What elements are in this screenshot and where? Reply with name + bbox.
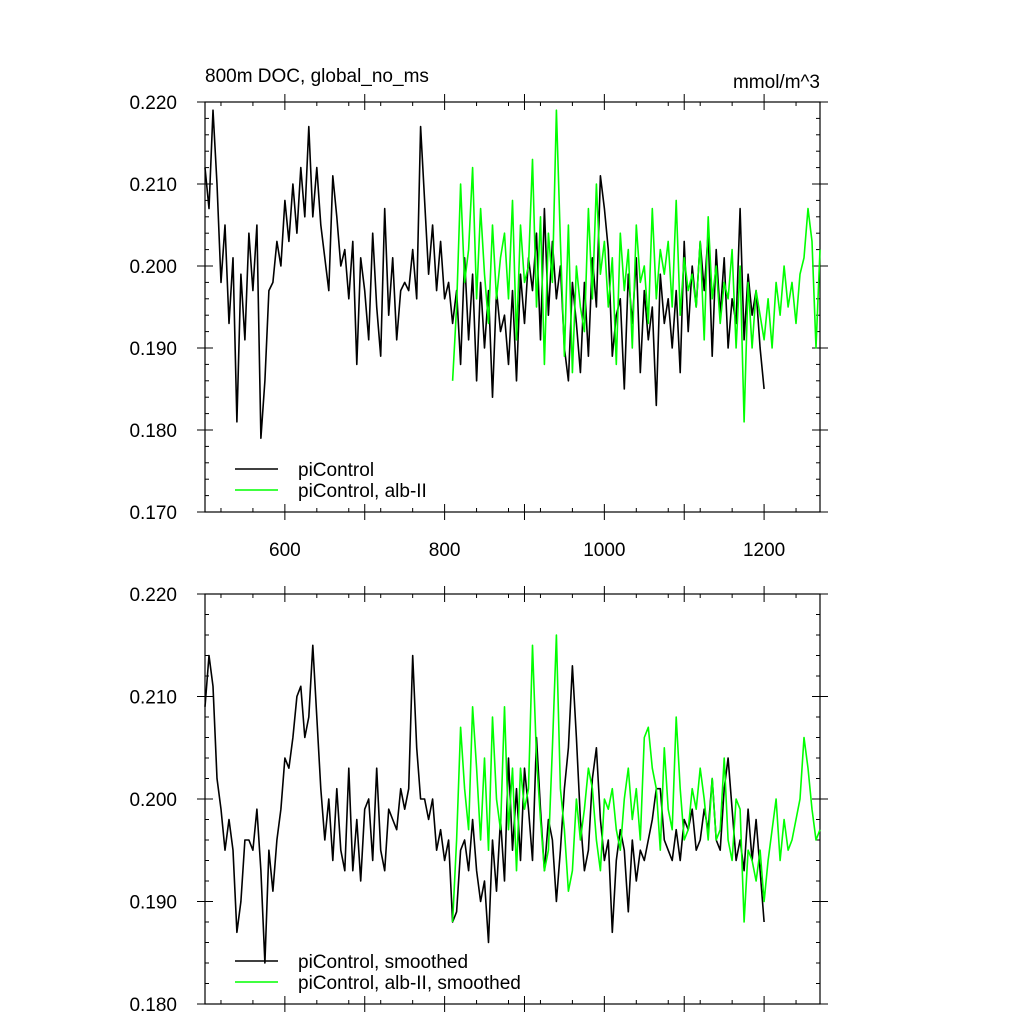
series-group-bottom bbox=[204, 634, 821, 964]
tick-marks-bottom bbox=[197, 586, 828, 1012]
x-tick-label: 800 bbox=[429, 540, 461, 561]
y-tick-label: 0.220 bbox=[129, 585, 177, 606]
series-line-picontrol-smoothed bbox=[204, 644, 765, 964]
legend-label-picontrol-alb-ii-smoothed: piControl, alb-II, smoothed bbox=[298, 973, 521, 994]
y-tick-label: 0.190 bbox=[129, 339, 177, 360]
panel-bottom: 0.180 0.190 0.200 0.210 0.220 piControl, smo… bbox=[129, 585, 828, 1016]
y-tick-label: 0.190 bbox=[129, 893, 177, 914]
panel-top: 800m DOC, global_no_ms mmol/m^3 0.1700.1… bbox=[129, 66, 828, 561]
legend-bottom: piControl, smoothed piControl, alb-II, s… bbox=[235, 952, 521, 994]
y-tick-label: 0.200 bbox=[129, 790, 177, 811]
plot-frame-bottom bbox=[204, 593, 821, 1005]
x-tick-label: 1200 bbox=[743, 540, 785, 561]
x-tick-label: 600 bbox=[269, 540, 301, 561]
chart-units: mmol/m^3 bbox=[733, 72, 820, 93]
legend-label-picontrol-smoothed: piControl, smoothed bbox=[298, 952, 468, 973]
tick-marks-top bbox=[197, 94, 828, 520]
legend-label-picontrol: piControl bbox=[298, 460, 374, 481]
y-tick-label: 0.200 bbox=[129, 257, 177, 278]
legend-top: piControl piControl, alb-II bbox=[235, 460, 427, 502]
y-tick-label: 0.210 bbox=[129, 175, 177, 196]
y-tick-label: 0.180 bbox=[129, 995, 177, 1016]
y-tick-label: 0.180 bbox=[129, 421, 177, 442]
y-tick-label: 0.220 bbox=[129, 93, 177, 114]
x-tick-label: 1000 bbox=[583, 540, 625, 561]
series-line-picontrol-alb-ii bbox=[451, 109, 821, 423]
y-tick-label: 0.170 bbox=[129, 503, 177, 524]
y-tick-label: 0.210 bbox=[129, 688, 177, 709]
legend-label-picontrol-alb-ii: piControl, alb-II bbox=[298, 481, 427, 502]
plot-frame-top bbox=[204, 101, 821, 513]
series-line-picontrol-alb-ii-smoothed bbox=[451, 634, 821, 923]
chart-title: 800m DOC, global_no_ms bbox=[205, 66, 429, 87]
series-group-top bbox=[204, 109, 821, 439]
tick-labels-top: 0.170 0.180 0.190 0.200 0.210 0.220 600 800 1000… bbox=[129, 93, 785, 561]
series-line-picontrol bbox=[204, 109, 765, 439]
tick-labels-bottom: 0.180 0.190 0.200 0.210 0.220 bbox=[129, 585, 177, 1016]
